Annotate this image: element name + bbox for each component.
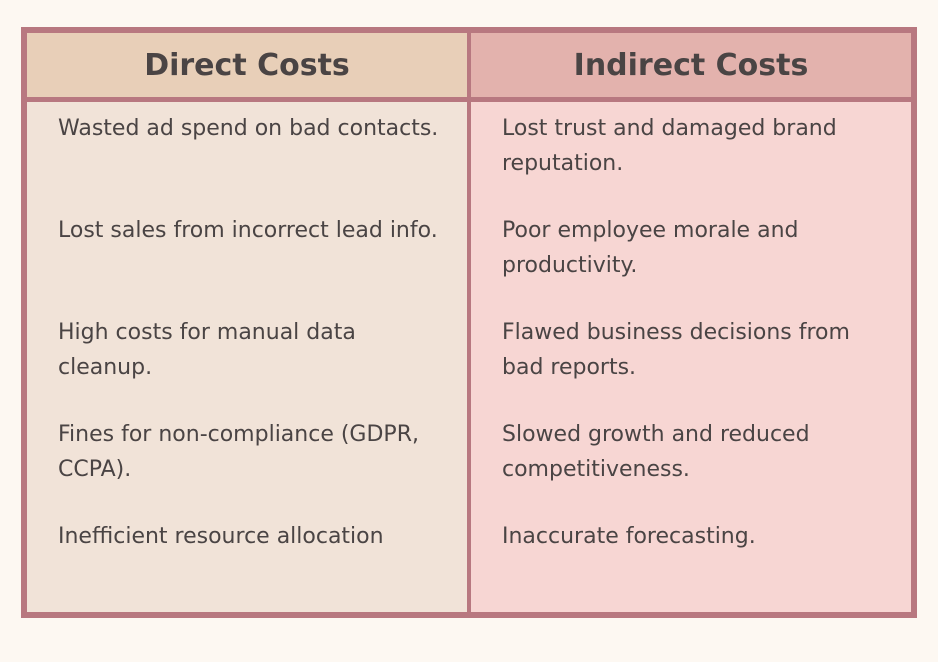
cost-table: Direct Costs Wasted ad spend on bad conta… <box>21 27 917 618</box>
table-column: Direct Costs Wasted ad spend on bad conta… <box>27 33 467 612</box>
table-column: Indirect Costs Lost trust and damaged bra… <box>471 33 911 612</box>
cost-item: Slowed growth and reduced competitivenes… <box>502 422 810 483</box>
cost-item: Lost sales from incorrect lead info. <box>58 218 438 244</box>
cost-item: Inefficient resource allocation <box>58 524 384 550</box>
cost-item: Fines for non-compliance (GDPR, CCPA). <box>58 422 419 483</box>
column-header: Indirect Costs <box>471 33 911 103</box>
column-header: Direct Costs <box>27 33 467 103</box>
cost-item: Flawed business decisions from bad repor… <box>502 320 850 381</box>
cost-item: Poor employee morale and productivity. <box>502 218 799 279</box>
cost-item: Wasted ad spend on bad contacts. <box>58 116 439 142</box>
cost-item: Inaccurate forecasting. <box>502 524 756 550</box>
cost-item: Lost trust and damaged brand reputation. <box>502 116 837 177</box>
cost-item: High costs for manual data cleanup. <box>58 320 356 381</box>
